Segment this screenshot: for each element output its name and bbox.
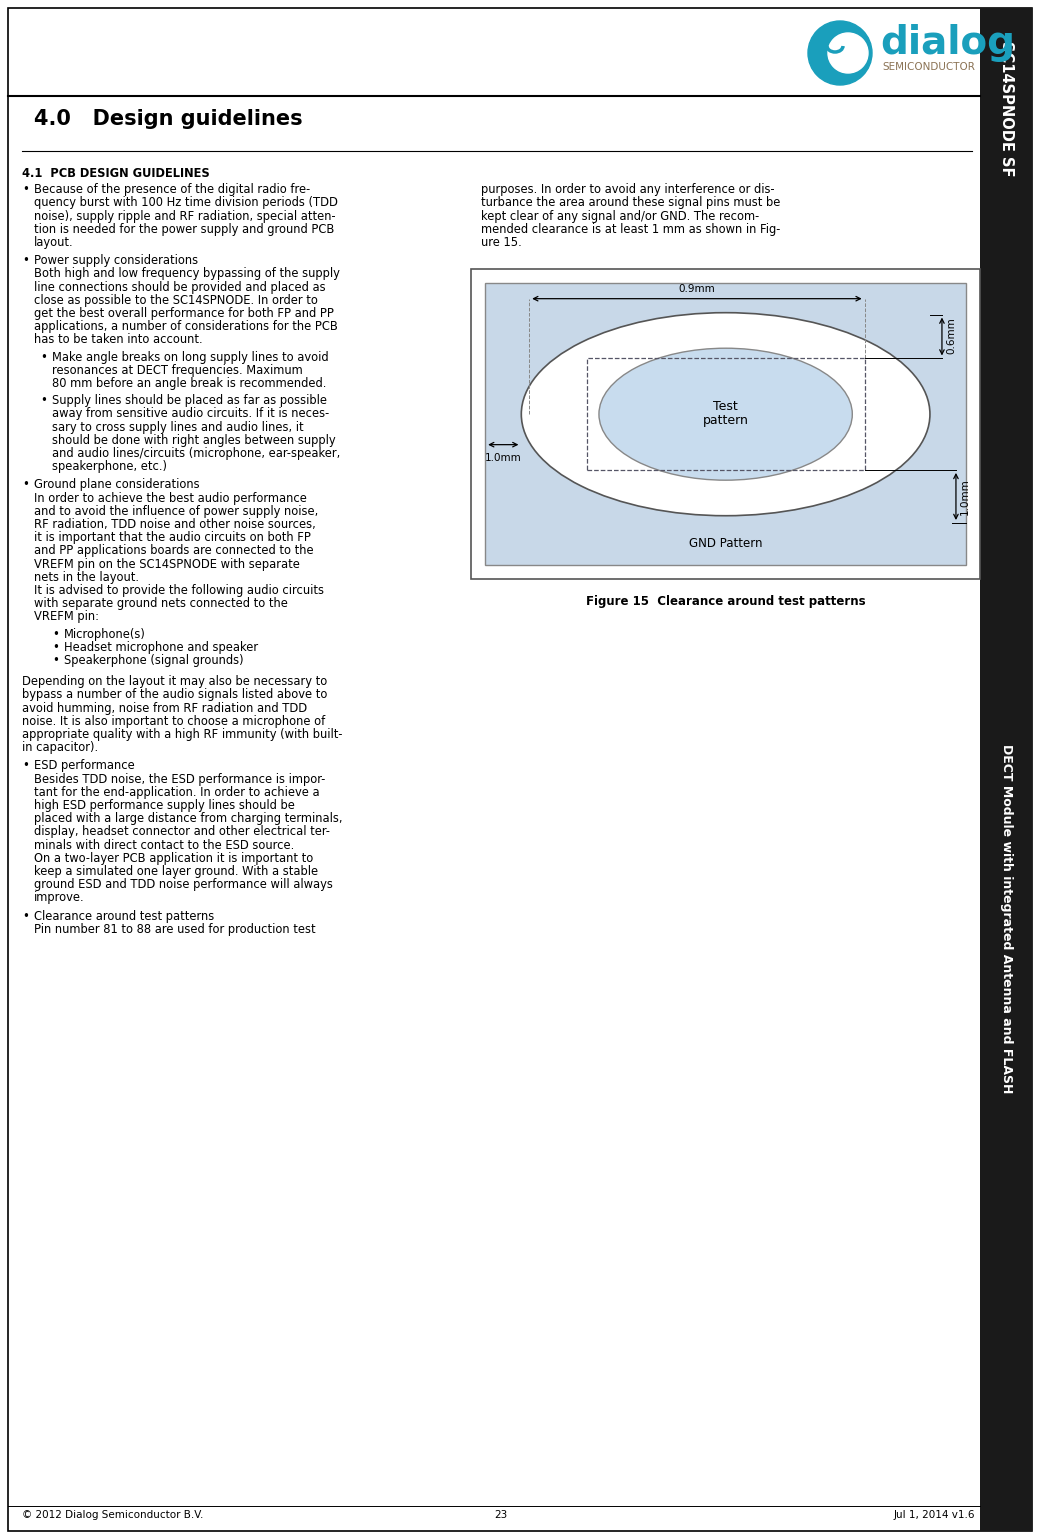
Text: DECT Module with integrated Antenna and FLASH: DECT Module with integrated Antenna and …	[999, 745, 1013, 1094]
Circle shape	[808, 22, 872, 85]
Text: •: •	[52, 654, 59, 666]
Text: turbance the area around these signal pins must be: turbance the area around these signal pi…	[482, 197, 781, 209]
Text: Pin number 81 to 88 are used for production test: Pin number 81 to 88 are used for product…	[34, 923, 315, 936]
Text: •: •	[40, 394, 47, 408]
Text: GND Pattern: GND Pattern	[688, 537, 762, 549]
Text: should be done with right angles between supply: should be done with right angles between…	[52, 434, 336, 446]
Text: •: •	[52, 640, 59, 654]
Text: SC14SPNODE SF: SC14SPNODE SF	[998, 42, 1014, 177]
Text: keep a simulated one layer ground. With a stable: keep a simulated one layer ground. With …	[34, 865, 318, 879]
Text: VREFM pin on the SC14SPNODE with separate: VREFM pin on the SC14SPNODE with separat…	[34, 557, 300, 571]
Text: mended clearance is at least 1 mm as shown in Fig-: mended clearance is at least 1 mm as sho…	[482, 223, 781, 235]
Text: nets in the layout.: nets in the layout.	[34, 571, 139, 583]
Text: In order to achieve the best audio performance: In order to achieve the best audio perfo…	[34, 491, 307, 505]
Text: minals with direct contact to the ESD source.: minals with direct contact to the ESD so…	[34, 839, 294, 851]
Text: speakerphone, etc.): speakerphone, etc.)	[52, 460, 167, 472]
Bar	[587, 359, 864, 469]
Text: Clearance around test patterns: Clearance around test patterns	[34, 910, 214, 922]
Text: Supply lines should be placed as far as possible: Supply lines should be placed as far as …	[52, 394, 327, 408]
Text: appropriate quality with a high RF immunity (with built-: appropriate quality with a high RF immun…	[22, 728, 342, 740]
Text: Both high and low frequency bypassing of the supply: Both high and low frequency bypassing of…	[34, 268, 340, 280]
Text: has to be taken into account.: has to be taken into account.	[34, 334, 203, 346]
Text: Make angle breaks on long supply lines to avoid: Make angle breaks on long supply lines t…	[52, 351, 329, 363]
Text: with separate ground nets connected to the: with separate ground nets connected to t…	[34, 597, 288, 609]
Text: On a two-layer PCB application it is important to: On a two-layer PCB application it is imp…	[34, 851, 313, 865]
Text: RF radiation, TDD noise and other noise sources,: RF radiation, TDD noise and other noise …	[34, 519, 316, 531]
Text: 1.0mm: 1.0mm	[960, 479, 970, 516]
Text: quency burst with 100 Hz time division periods (TDD: quency burst with 100 Hz time division p…	[34, 197, 338, 209]
Text: © 2012 Dialog Semiconductor B.V.: © 2012 Dialog Semiconductor B.V.	[22, 1510, 204, 1521]
Text: noise. It is also important to choose a microphone of: noise. It is also important to choose a …	[22, 714, 326, 728]
Text: in capacitor).: in capacitor).	[22, 742, 98, 754]
Text: and to avoid the influence of power supply noise,: and to avoid the influence of power supp…	[34, 505, 318, 517]
Text: •: •	[22, 254, 29, 268]
Text: display, headset connector and other electrical ter-: display, headset connector and other ele…	[34, 825, 330, 839]
Text: •: •	[52, 628, 59, 640]
Text: 4.0   Design guidelines: 4.0 Design guidelines	[34, 109, 303, 129]
Text: tant for the end-application. In order to achieve a: tant for the end-application. In order t…	[34, 786, 319, 799]
Text: tion is needed for the power supply and ground PCB: tion is needed for the power supply and …	[34, 223, 335, 235]
Text: •: •	[22, 759, 29, 773]
Text: Ground plane considerations: Ground plane considerations	[34, 479, 200, 491]
Text: ure 15.: ure 15.	[482, 235, 522, 249]
Text: and audio lines/circuits (microphone, ear-speaker,: and audio lines/circuits (microphone, ea…	[52, 446, 340, 460]
Text: improve.: improve.	[34, 891, 84, 905]
Text: Besides TDD noise, the ESD performance is impor-: Besides TDD noise, the ESD performance i…	[34, 773, 326, 785]
Text: ground ESD and TDD noise performance will always: ground ESD and TDD noise performance wil…	[34, 879, 333, 891]
Text: avoid humming, noise from RF radiation and TDD: avoid humming, noise from RF radiation a…	[22, 702, 307, 714]
Text: It is advised to provide the following audio circuits: It is advised to provide the following a…	[34, 583, 324, 597]
Text: •: •	[22, 479, 29, 491]
Text: close as possible to the SC14SPNODE. In order to: close as possible to the SC14SPNODE. In …	[34, 294, 318, 306]
Text: Because of the presence of the digital radio fre-: Because of the presence of the digital r…	[34, 183, 310, 195]
Ellipse shape	[521, 312, 930, 516]
Text: Power supply considerations: Power supply considerations	[34, 254, 199, 268]
Text: 1.0mm: 1.0mm	[485, 452, 522, 463]
Text: away from sensitive audio circuits. If it is neces-: away from sensitive audio circuits. If i…	[52, 408, 330, 420]
Text: •: •	[22, 183, 29, 195]
Text: placed with a large distance from charging terminals,: placed with a large distance from chargi…	[34, 813, 342, 825]
Text: applications, a number of considerations for the PCB: applications, a number of considerations…	[34, 320, 338, 334]
Text: kept clear of any signal and/or GND. The recom-: kept clear of any signal and/or GND. The…	[482, 209, 759, 223]
Text: •: •	[22, 910, 29, 922]
Text: noise), supply ripple and RF radiation, special atten-: noise), supply ripple and RF radiation, …	[34, 209, 336, 223]
Text: and PP applications boards are connected to the: and PP applications boards are connected…	[34, 545, 314, 557]
Text: pattern: pattern	[703, 414, 749, 426]
Text: get the best overall performance for both FP and PP: get the best overall performance for bot…	[34, 306, 334, 320]
Text: dialog: dialog	[880, 25, 1015, 62]
Text: 23: 23	[494, 1510, 508, 1521]
Bar	[980, 8, 1032, 1531]
Bar	[471, 269, 980, 579]
Text: bypass a number of the audio signals listed above to: bypass a number of the audio signals lis…	[22, 688, 328, 702]
Text: 80 mm before an angle break is recommended.: 80 mm before an angle break is recommend…	[52, 377, 327, 389]
Text: Microphone(s): Microphone(s)	[64, 628, 146, 640]
Text: Figure 15  Clearance around test patterns: Figure 15 Clearance around test patterns	[586, 596, 865, 608]
Text: 4.1  PCB DESIGN GUIDELINES: 4.1 PCB DESIGN GUIDELINES	[22, 168, 210, 180]
Text: SEMICONDUCTOR: SEMICONDUCTOR	[882, 62, 974, 72]
Text: VREFM pin:: VREFM pin:	[34, 611, 99, 623]
Text: high ESD performance supply lines should be: high ESD performance supply lines should…	[34, 799, 295, 813]
Circle shape	[828, 32, 868, 72]
Text: ESD performance: ESD performance	[34, 759, 135, 773]
Bar	[486, 283, 966, 565]
Ellipse shape	[599, 348, 853, 480]
Text: purposes. In order to avoid any interference or dis-: purposes. In order to avoid any interfer…	[482, 183, 775, 195]
Text: 0.6mm: 0.6mm	[946, 317, 956, 354]
Text: •: •	[40, 351, 47, 363]
Text: Jul 1, 2014 v1.6: Jul 1, 2014 v1.6	[893, 1510, 976, 1521]
Text: Depending on the layout it may also be necessary to: Depending on the layout it may also be n…	[22, 676, 328, 688]
Text: it is important that the audio circuits on both FP: it is important that the audio circuits …	[34, 531, 311, 545]
Text: sary to cross supply lines and audio lines, it: sary to cross supply lines and audio lin…	[52, 420, 304, 434]
Text: Test: Test	[713, 400, 738, 412]
Text: resonances at DECT frequencies. Maximum: resonances at DECT frequencies. Maximum	[52, 363, 303, 377]
Text: 0.9mm: 0.9mm	[678, 283, 716, 294]
Text: Speakerphone (signal grounds): Speakerphone (signal grounds)	[64, 654, 243, 666]
Text: layout.: layout.	[34, 235, 74, 249]
Text: Headset microphone and speaker: Headset microphone and speaker	[64, 640, 258, 654]
Text: line connections should be provided and placed as: line connections should be provided and …	[34, 280, 326, 294]
